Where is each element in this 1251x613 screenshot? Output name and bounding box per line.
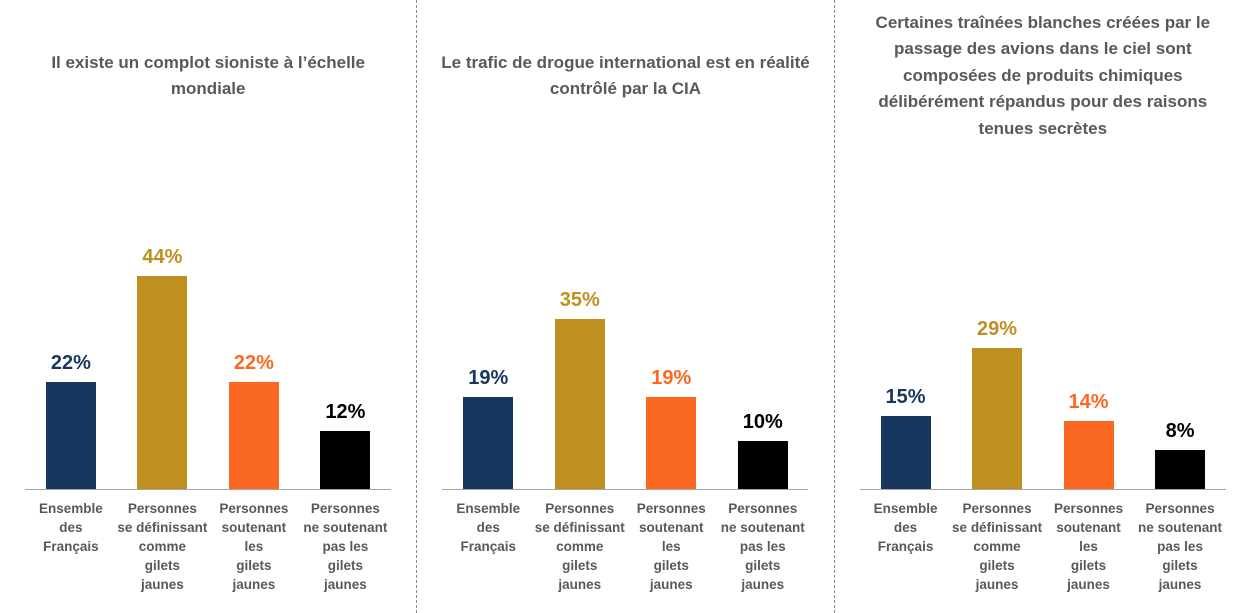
bar-value-label: 29% [977,318,1018,341]
x-axis-category-label: Personnes se définissant comme gilets ja… [117,501,208,592]
x-axis-labels: Ensemble des Français Personnes se défini… [860,490,1226,594]
bar-plot: 15% 29% 14% 8% [860,148,1226,489]
x-axis-category-label: Personnes soutenant les gilets jaunes [636,501,706,592]
x-axis-category-label: Personnes ne soutenant pas les gilets ja… [720,501,805,592]
chart-panel-trainees-chimiques: Certaines traînées blanches créées par l… [835,0,1251,613]
chart-title-area: Le trafic de drogue international est en… [417,0,833,148]
bar [554,319,605,489]
x-axis-category-label: Personnes soutenant les gilets jaunes [1054,501,1124,592]
x-axis-category-label: Ensemble des Français [39,501,103,554]
bar-value-label: 8% [1165,420,1195,443]
x-axis-labels: Ensemble des Français Personnes se défini… [25,490,391,594]
bar-value-label: 14% [1068,391,1109,414]
bar-value-label: 10% [742,410,783,433]
x-axis-category-label: Ensemble des Français [456,501,521,554]
bar [45,382,96,489]
x-axis-category-label: Ensemble des Français [873,501,938,554]
bar [228,382,279,489]
bar-value-label: 35% [559,289,600,312]
bar [646,396,697,489]
bar-cell: 19% [442,367,534,489]
bar-plot: 22% 44% 22% 12% [25,148,391,489]
bar-cell: 29% [951,318,1043,489]
bar-cell: 12% [300,401,392,489]
x-axis-line [25,489,392,490]
bar [972,348,1023,489]
bar-cell: 44% [117,246,209,489]
bar [137,275,188,489]
bar-cell: 22% [208,352,300,489]
chart-content: 19% 35% 19% 10% Ensemble des Français Person… [442,148,809,594]
x-axis-category-label: Personnes se définissant comme gilets ja… [534,501,625,592]
x-axis-category-label: Personnes ne soutenant pas les gilets ja… [1138,501,1223,592]
bar-value-label: 44% [142,245,183,268]
bar-cell: 35% [534,289,626,489]
bar [880,416,931,489]
bar-plot: 19% 35% 19% 10% [442,148,808,489]
bar-cell: 22% [25,352,117,489]
bar-cell: 14% [1043,391,1135,489]
chart-panel-trafic-drogue-cia: Le trafic de drogue international est en… [417,0,835,613]
chart-title-area: Certaines traînées blanches créées par l… [835,0,1251,148]
x-axis-category-label: Personnes se définissant comme gilets ja… [952,501,1043,592]
bar-value-label: 22% [50,352,91,375]
x-axis-category-label: Personnes ne soutenant pas les gilets ja… [303,501,388,592]
bar [1063,421,1114,489]
bar [1155,450,1206,489]
bar-value-label: 15% [885,386,926,409]
chart-content: 15% 29% 14% 8% Ensemble des Français Personn… [859,148,1226,594]
x-axis-labels: Ensemble des Français Personnes se défini… [442,490,808,594]
chart-title: Certaines traînées blanches créées par l… [875,13,1211,138]
chart-title: Le trafic de drogue international est en… [441,52,810,98]
bar [737,440,788,489]
x-axis-line [442,489,809,490]
chart-title-area: Il existe un complot sioniste à l’échell… [0,0,416,148]
bar-value-label: 12% [325,400,366,423]
bar [463,396,514,489]
bar-cell: 10% [717,410,809,489]
chart-title: Il existe un complot sioniste à l’échell… [51,52,365,98]
chart-content: 22% 44% 22% 12% Ensemble des Français Person… [25,148,392,594]
bar-cell: 15% [860,386,952,489]
bar-value-label: 19% [651,366,692,389]
bar-value-label: 22% [233,352,274,375]
bar-cell: 19% [625,367,717,489]
x-axis-line [859,489,1226,490]
bar [320,430,371,489]
bar-cell: 8% [1134,420,1226,489]
bar-value-label: 19% [468,366,509,389]
chart-panel-complot-sioniste: Il existe un complot sioniste à l’échell… [0,0,418,613]
x-axis-category-label: Personnes soutenant les gilets jaunes [219,501,289,592]
